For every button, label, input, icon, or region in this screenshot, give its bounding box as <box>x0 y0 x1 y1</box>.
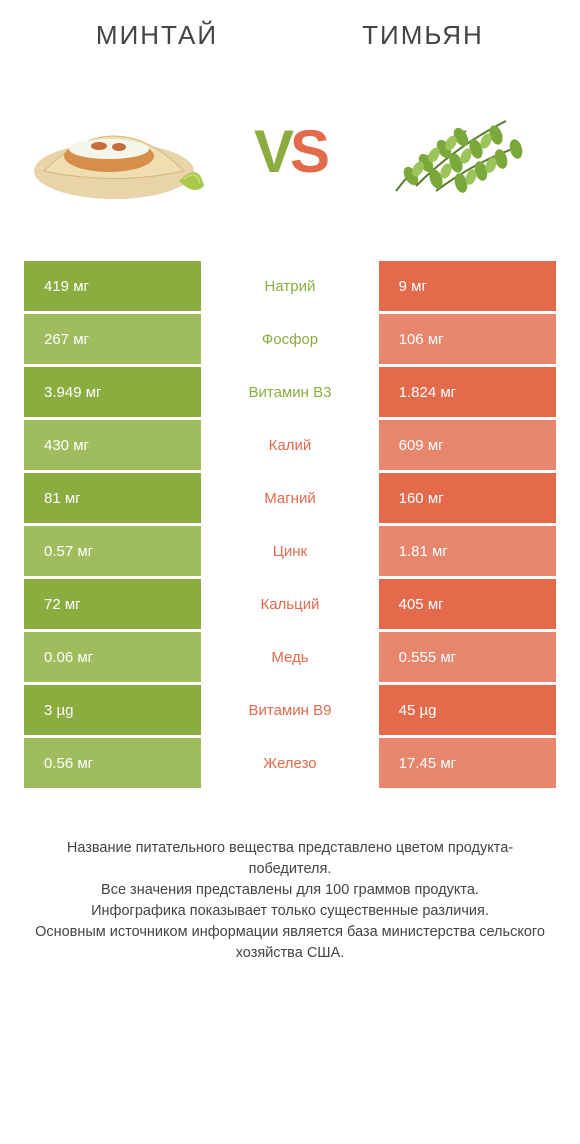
left-value: 3.949 мг <box>24 367 201 417</box>
table-row: 81 мгМагний160 мг <box>24 473 556 523</box>
left-title: МИНТАЙ <box>24 20 290 51</box>
right-food-image <box>356 81 556 221</box>
table-row: 0.57 мгЦинк1.81 мг <box>24 526 556 576</box>
nutrient-label: Калий <box>201 420 378 470</box>
nutrient-label: Витамин B9 <box>201 685 378 735</box>
right-value: 106 мг <box>379 314 556 364</box>
right-value: 160 мг <box>379 473 556 523</box>
left-value: 267 мг <box>24 314 201 364</box>
nutrient-label: Цинк <box>201 526 378 576</box>
right-value: 609 мг <box>379 420 556 470</box>
left-food-image <box>24 81 224 221</box>
right-title: ТИМЬЯН <box>290 20 556 51</box>
vs-label: VS <box>254 117 326 186</box>
footer-line: Основным источником информации является … <box>34 922 546 964</box>
table-row: 72 мгКальций405 мг <box>24 579 556 629</box>
nutrient-label: Медь <box>201 632 378 682</box>
right-value: 9 мг <box>379 261 556 311</box>
footer-line: Название питательного вещества представл… <box>34 838 546 880</box>
right-value: 1.824 мг <box>379 367 556 417</box>
nutrient-label: Фосфор <box>201 314 378 364</box>
footer-line: Инфографика показывает только существенн… <box>34 901 546 922</box>
footer-line: Все значения представлены для 100 граммо… <box>34 880 546 901</box>
titles-row: МИНТАЙ ТИМЬЯН <box>24 20 556 51</box>
hero-row: VS <box>24 81 556 221</box>
left-value: 72 мг <box>24 579 201 629</box>
table-row: 267 мгФосфор106 мг <box>24 314 556 364</box>
right-value: 0.555 мг <box>379 632 556 682</box>
left-value: 3 µg <box>24 685 201 735</box>
left-value: 430 мг <box>24 420 201 470</box>
footer-notes: Название питательного вещества представл… <box>24 838 556 964</box>
table-row: 0.56 мгЖелезо17.45 мг <box>24 738 556 788</box>
right-value: 405 мг <box>379 579 556 629</box>
right-value: 1.81 мг <box>379 526 556 576</box>
nutrient-label: Кальций <box>201 579 378 629</box>
left-value: 0.57 мг <box>24 526 201 576</box>
table-row: 3.949 мгВитамин B31.824 мг <box>24 367 556 417</box>
nutrient-label: Витамин B3 <box>201 367 378 417</box>
left-value: 81 мг <box>24 473 201 523</box>
left-value: 0.56 мг <box>24 738 201 788</box>
right-value: 45 µg <box>379 685 556 735</box>
nutrient-label: Железо <box>201 738 378 788</box>
left-value: 419 мг <box>24 261 201 311</box>
left-value: 0.06 мг <box>24 632 201 682</box>
table-row: 0.06 мгМедь0.555 мг <box>24 632 556 682</box>
right-value: 17.45 мг <box>379 738 556 788</box>
table-row: 430 мгКалий609 мг <box>24 420 556 470</box>
vs-v: V <box>254 118 290 185</box>
nutrient-label: Натрий <box>201 261 378 311</box>
table-row: 3 µgВитамин B945 µg <box>24 685 556 735</box>
nutrient-label: Магний <box>201 473 378 523</box>
comparison-table: 419 мгНатрий9 мг267 мгФосфор106 мг3.949 … <box>24 261 556 788</box>
vs-s: S <box>290 118 326 185</box>
table-row: 419 мгНатрий9 мг <box>24 261 556 311</box>
